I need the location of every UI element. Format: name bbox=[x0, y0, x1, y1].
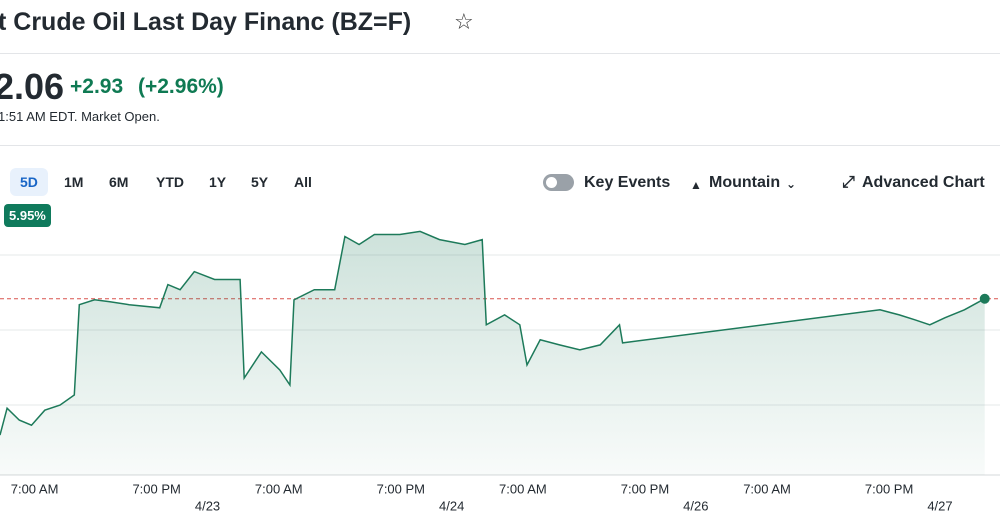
mountain-icon: ▲ bbox=[690, 178, 702, 192]
x-tick-label: 7:00 AM bbox=[11, 481, 59, 496]
last-point bbox=[979, 293, 990, 304]
expand-icon: ⤢ bbox=[842, 174, 855, 191]
price: 2.06 bbox=[0, 66, 65, 107]
divider bbox=[0, 53, 1000, 54]
date-tick-label: 4/24 bbox=[439, 498, 464, 513]
x-tick-label: 7:00 AM bbox=[743, 481, 791, 496]
key-events[interactable]: Key Events bbox=[584, 174, 671, 191]
range-button[interactable]: 1Y bbox=[209, 174, 227, 190]
change-percent: (+2.96%) bbox=[138, 75, 224, 98]
range-button[interactable]: 5Y bbox=[251, 174, 269, 190]
range-button[interactable]: 6M bbox=[109, 174, 129, 190]
divider bbox=[0, 145, 1000, 146]
area bbox=[0, 231, 985, 475]
x-tick-label: 7:00 AM bbox=[499, 481, 547, 496]
range-button[interactable]: 5D bbox=[10, 168, 48, 196]
line bbox=[0, 230, 986, 436]
chart-style[interactable]: Mountain bbox=[709, 174, 781, 191]
change: +2.93 bbox=[70, 75, 124, 98]
date-tick-label: 4/23 bbox=[195, 498, 220, 513]
x-tick-label: 7:00 PM bbox=[377, 481, 425, 496]
x-tick-label: 7:00 AM bbox=[255, 481, 303, 496]
range-button[interactable]: 1M bbox=[64, 174, 84, 190]
x-tick-label: 7:00 PM bbox=[132, 481, 180, 496]
advanced-chart[interactable]: Advanced Chart bbox=[862, 174, 985, 191]
dropdown-icon: ⌄ bbox=[786, 177, 797, 191]
title: t Crude Oil Last Day Financ (BZ=F) bbox=[0, 8, 412, 36]
key-events-toggle[interactable] bbox=[543, 174, 574, 191]
x-tick-label: 7:00 PM bbox=[621, 481, 669, 496]
market-status: 1:51 AM EDT. Market Open. bbox=[0, 109, 160, 124]
x-tick-label: 7:00 PM bbox=[865, 481, 913, 496]
date-tick-label: 4/27 bbox=[927, 498, 952, 513]
watchlist-star[interactable]: ☆ bbox=[454, 9, 474, 34]
range-button[interactable]: YTD bbox=[156, 174, 184, 190]
period-change: 5.95% bbox=[4, 204, 51, 227]
date-tick-label: 4/26 bbox=[683, 498, 708, 513]
range-button[interactable]: All bbox=[294, 174, 312, 190]
